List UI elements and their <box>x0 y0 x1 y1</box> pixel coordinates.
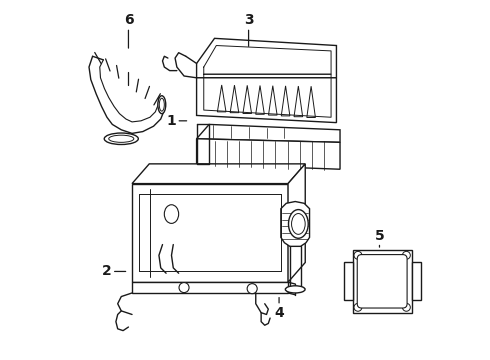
Polygon shape <box>230 85 239 113</box>
Polygon shape <box>281 202 310 246</box>
Polygon shape <box>343 262 353 300</box>
Polygon shape <box>132 184 288 282</box>
Polygon shape <box>307 86 316 117</box>
Polygon shape <box>288 164 305 282</box>
Ellipse shape <box>289 210 308 238</box>
Circle shape <box>179 283 189 293</box>
FancyBboxPatch shape <box>357 255 407 308</box>
Polygon shape <box>294 86 303 117</box>
Ellipse shape <box>158 96 166 114</box>
Circle shape <box>354 303 362 311</box>
Text: 1: 1 <box>167 114 187 128</box>
Polygon shape <box>412 262 421 300</box>
Polygon shape <box>243 85 251 113</box>
Circle shape <box>402 251 410 259</box>
Text: 3: 3 <box>244 13 253 46</box>
Polygon shape <box>218 85 226 112</box>
Polygon shape <box>196 125 340 142</box>
Polygon shape <box>132 164 305 184</box>
Polygon shape <box>353 250 412 313</box>
Text: 5: 5 <box>374 229 384 247</box>
Polygon shape <box>269 86 277 115</box>
Polygon shape <box>196 78 337 123</box>
Ellipse shape <box>164 205 179 224</box>
Circle shape <box>402 303 410 311</box>
Polygon shape <box>132 282 288 293</box>
Circle shape <box>354 251 362 259</box>
Text: 2: 2 <box>102 265 125 278</box>
Ellipse shape <box>104 133 138 144</box>
Ellipse shape <box>285 286 305 293</box>
Polygon shape <box>196 139 340 169</box>
Polygon shape <box>281 86 290 116</box>
Text: 4: 4 <box>274 297 284 320</box>
Polygon shape <box>196 39 337 78</box>
Circle shape <box>247 284 257 294</box>
Polygon shape <box>256 86 264 114</box>
Text: 6: 6 <box>123 13 133 48</box>
